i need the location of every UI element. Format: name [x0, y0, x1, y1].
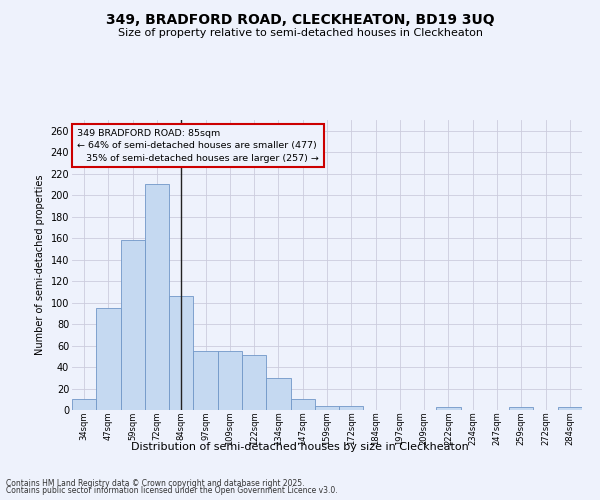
Y-axis label: Number of semi-detached properties: Number of semi-detached properties	[35, 175, 45, 355]
Bar	[290, 400, 315, 410]
Bar	[218, 351, 242, 410]
Text: Contains public sector information licensed under the Open Government Licence v3: Contains public sector information licen…	[6, 486, 338, 495]
Bar	[266, 378, 290, 410]
Bar	[509, 407, 533, 410]
Bar	[436, 407, 461, 410]
Text: 349, BRADFORD ROAD, CLECKHEATON, BD19 3UQ: 349, BRADFORD ROAD, CLECKHEATON, BD19 3U…	[106, 12, 494, 26]
Text: Contains HM Land Registry data © Crown copyright and database right 2025.: Contains HM Land Registry data © Crown c…	[6, 478, 305, 488]
Bar	[193, 351, 218, 410]
Bar	[315, 406, 339, 410]
Text: Distribution of semi-detached houses by size in Cleckheaton: Distribution of semi-detached houses by …	[131, 442, 469, 452]
Bar	[169, 296, 193, 410]
Bar	[558, 407, 582, 410]
Bar	[242, 355, 266, 410]
Bar	[72, 400, 96, 410]
Bar	[96, 308, 121, 410]
Bar	[145, 184, 169, 410]
Text: Size of property relative to semi-detached houses in Cleckheaton: Size of property relative to semi-detach…	[118, 28, 482, 38]
Bar	[339, 406, 364, 410]
Bar	[121, 240, 145, 410]
Text: 349 BRADFORD ROAD: 85sqm
← 64% of semi-detached houses are smaller (477)
   35% : 349 BRADFORD ROAD: 85sqm ← 64% of semi-d…	[77, 128, 319, 162]
